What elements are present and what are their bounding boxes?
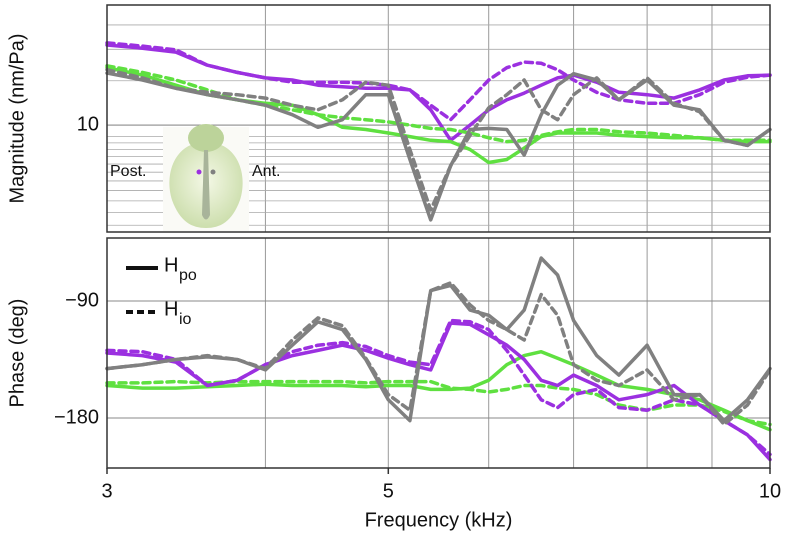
series-line bbox=[105, 41, 772, 122]
legend-label: H bbox=[164, 254, 178, 276]
inset-illustration bbox=[163, 124, 249, 231]
legend-subscript: io bbox=[179, 311, 192, 328]
inset-top bbox=[188, 124, 224, 152]
y-tick-label: 10 bbox=[77, 113, 99, 135]
plot-frame bbox=[106, 4, 771, 233]
series-line bbox=[105, 318, 772, 457]
series-line bbox=[105, 67, 772, 212]
annotation: Ant. bbox=[252, 163, 280, 180]
y-axis-label: Phase (deg) bbox=[6, 299, 28, 408]
x-axis-label: Frequency (kHz) bbox=[365, 509, 513, 531]
inset-dot bbox=[210, 169, 216, 175]
y-axis-label: Magnitude (nm/Pa) bbox=[6, 33, 28, 203]
plot-frame bbox=[106, 237, 771, 469]
x-tick-label: 3 bbox=[101, 480, 112, 502]
x-tick-label: 10 bbox=[759, 480, 781, 502]
legend-subscript: po bbox=[179, 267, 197, 284]
x-tick-label: 5 bbox=[383, 480, 394, 502]
series-line bbox=[105, 64, 772, 144]
y-tick-label: −90 bbox=[65, 289, 99, 311]
y-tick-label: −180 bbox=[54, 406, 99, 428]
legend-label: H bbox=[164, 298, 178, 320]
annotation: Post. bbox=[110, 163, 146, 180]
series-line bbox=[105, 281, 772, 427]
series-line bbox=[105, 43, 772, 143]
inset-dot bbox=[196, 169, 202, 175]
inset-stem bbox=[202, 150, 210, 220]
plot-area bbox=[107, 238, 770, 468]
